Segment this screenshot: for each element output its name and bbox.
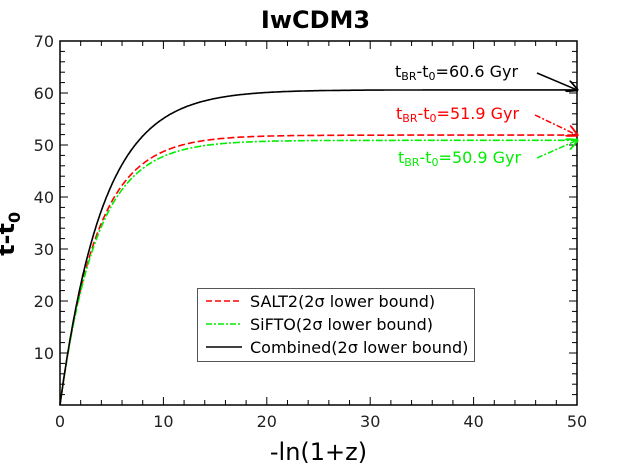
dashdot-line-icon [206, 323, 242, 325]
svg-text:0: 0 [55, 412, 65, 431]
annotation-sifto: tBR-t0=50.9 Gyr [398, 148, 522, 169]
chart-title: IwCDM3 [260, 6, 371, 34]
svg-text:40: 40 [34, 188, 54, 207]
svg-text:20: 20 [34, 292, 54, 311]
svg-text:50: 50 [567, 412, 587, 431]
svg-text:50: 50 [34, 136, 54, 155]
plot-frame [59, 40, 578, 406]
annotation-arrows [534, 72, 577, 159]
legend: SALT2(2σ lower bound) SiFTO(2σ lower bou… [197, 288, 475, 362]
series-curves [59, 89, 577, 406]
svg-text:40: 40 [463, 412, 483, 431]
dashed-line-icon [206, 300, 242, 302]
svg-text:70: 70 [34, 32, 54, 51]
y-axis-label: t-t0 [0, 211, 24, 256]
tick-labels: 0 10 20 30 40 50 10 20 30 40 50 60 70 [34, 32, 588, 431]
annotation-salt2: tBR-t0=51.9 Gyr [396, 104, 520, 125]
svg-text:20: 20 [257, 412, 277, 431]
legend-item-combined: Combined(2σ lower bound) [198, 336, 474, 358]
svg-text:10: 10 [153, 412, 173, 431]
svg-text:60: 60 [34, 84, 54, 103]
legend-item-sifto: SiFTO(2σ lower bound) [198, 313, 474, 335]
svg-text:30: 30 [360, 412, 380, 431]
svg-text:10: 10 [34, 344, 54, 363]
legend-item-salt2: SALT2(2σ lower bound) [198, 290, 474, 312]
x-axis-label: -ln(1+z) [269, 438, 368, 466]
solid-line-icon [206, 346, 242, 348]
annotation-combined: tBR-t0=60.6 Gyr [395, 62, 519, 83]
svg-text:30: 30 [34, 240, 54, 259]
